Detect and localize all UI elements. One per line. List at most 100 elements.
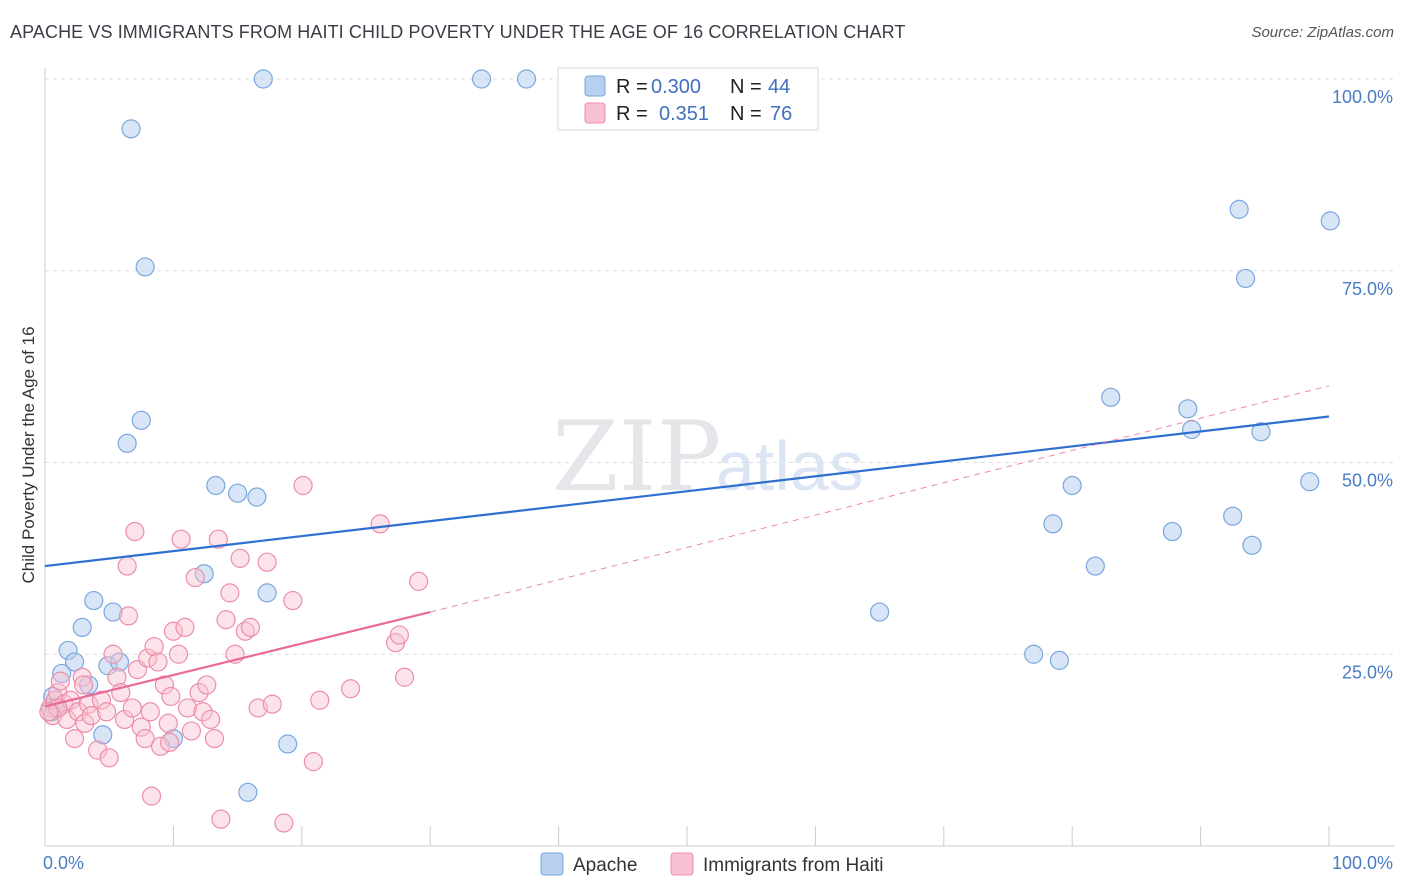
haiti-point-70 [141, 786, 162, 806]
haiti-point-62 [303, 752, 323, 772]
haiti-point-55 [240, 617, 261, 638]
haiti-trend-line [44, 610, 431, 708]
apache-point-2 [516, 69, 537, 89]
haiti-point-61 [293, 475, 313, 496]
haiti-point-63 [310, 690, 330, 710]
haiti-point-73 [39, 702, 59, 722]
haiti-point-69 [409, 571, 429, 591]
y-axis-label: Child Poverty Under the Age of 16 [19, 326, 38, 583]
legend-n-label-apache: N = [730, 76, 762, 98]
source-label: Source: ZipAtlas.com [1251, 24, 1394, 41]
legend-r-value-apache: 0.300 [651, 76, 701, 98]
legend-r-value-haiti: 0.351 [659, 103, 709, 125]
apache-point-24 [93, 725, 113, 745]
haiti-point-74 [118, 606, 139, 626]
haiti-point-16 [97, 702, 117, 722]
haiti-point-50 [216, 610, 236, 630]
haiti-point-29 [140, 702, 160, 722]
apache-point-43 [1300, 472, 1320, 492]
y-tick-label-3: 100.0% [1332, 87, 1393, 107]
apache-point-16 [64, 652, 85, 672]
apache-point-31 [1043, 514, 1063, 534]
tick-labels: 25.0% 50.0% 75.0% 100.0% 0.0% 100.0% [43, 87, 1393, 873]
legend-n-value-apache: 44 [768, 76, 790, 98]
haiti-point-51 [220, 583, 240, 603]
bottom-legend: Apache Immigrants from Haiti [540, 852, 884, 876]
haiti-point-27 [135, 729, 155, 749]
haiti-point-34 [158, 713, 178, 733]
apache-point-26 [278, 734, 298, 754]
haiti-points [39, 475, 429, 833]
watermark-atlas: atlas [716, 427, 864, 505]
haiti-point-57 [257, 552, 277, 572]
grid-lines [45, 78, 1395, 655]
haiti-point-60 [283, 590, 303, 611]
apache-point-7 [206, 475, 226, 496]
apache-point-38 [1223, 506, 1243, 526]
haiti-point-45 [197, 675, 217, 695]
apache-point-42 [1251, 422, 1271, 442]
y-tick-label-1: 50.0% [1342, 471, 1393, 491]
y-tick-label-0: 25.0% [1342, 662, 1393, 682]
haiti-point-56 [248, 698, 268, 718]
haiti-point-11 [75, 713, 95, 733]
haiti-point-10 [72, 667, 92, 687]
haiti-point-8 [64, 729, 85, 749]
haiti-point-54 [235, 621, 255, 641]
apache-point-34 [1085, 556, 1105, 576]
apache-point-8 [228, 483, 248, 503]
apache-point-33 [1101, 387, 1121, 407]
apache-point-4 [135, 257, 155, 277]
apache-point-36 [1178, 399, 1198, 419]
chart-title: APACHE VS IMMIGRANTS FROM HAITI CHILD PO… [10, 22, 906, 42]
haiti-point-40 [177, 698, 198, 718]
apache-point-39 [1229, 199, 1249, 219]
bottom-legend-swatch-apache [540, 852, 564, 876]
trend-lines [44, 385, 1330, 708]
x-tick-label-1: 100.0% [1332, 853, 1393, 873]
haiti-point-4 [50, 671, 71, 691]
apache-point-12 [84, 590, 104, 611]
haiti-point-65 [370, 514, 390, 534]
haiti-point-22 [117, 556, 137, 576]
bottom-legend-haiti: Immigrants from Haiti [703, 855, 884, 876]
legend-swatch-apache [584, 75, 606, 97]
haiti-point-33 [154, 675, 175, 695]
apache-point-29 [1024, 644, 1044, 664]
haiti-point-44 [193, 702, 213, 722]
haiti-point-67 [389, 625, 409, 645]
apache-point-0 [253, 69, 273, 89]
bottom-legend-apache: Apache [573, 855, 637, 876]
apache-points [41, 69, 1340, 802]
haiti-point-31 [148, 652, 168, 672]
legend-box: R = 0.300 N = 44 R = 0.351 N = 76 [557, 67, 819, 131]
apache-point-1 [471, 69, 492, 89]
watermark-zip: ZIP [552, 401, 721, 513]
haiti-point-39 [175, 617, 195, 638]
haiti-point-13 [81, 706, 101, 726]
apache-point-14 [72, 617, 92, 638]
haiti-point-68 [394, 667, 415, 687]
haiti-point-21 [115, 709, 135, 730]
apache-point-40 [1235, 268, 1256, 289]
haiti-point-36 [163, 621, 183, 641]
bottom-legend-swatch-haiti [670, 852, 694, 876]
haiti-point-49 [211, 809, 231, 829]
haiti-point-9 [68, 702, 88, 722]
legend-n-value-haiti: 76 [770, 103, 792, 125]
haiti-trend-extension [430, 385, 1330, 613]
haiti-point-47 [204, 729, 225, 749]
x-tick-label-0: 0.0% [43, 853, 84, 873]
haiti-point-41 [181, 721, 201, 741]
haiti-point-14 [88, 740, 108, 760]
haiti-point-46 [201, 709, 221, 730]
apache-point-28 [869, 602, 890, 622]
haiti-point-18 [103, 644, 123, 664]
haiti-point-28 [138, 648, 158, 668]
apache-point-27 [238, 782, 258, 802]
legend-n-label-haiti: N = [730, 103, 762, 125]
apache-point-30 [1049, 650, 1069, 670]
apache-point-13 [103, 602, 123, 622]
haiti-point-64 [340, 679, 361, 699]
